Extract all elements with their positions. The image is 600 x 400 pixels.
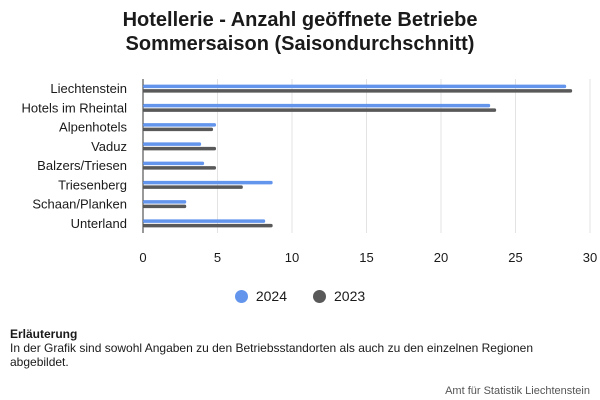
legend-label-2023: 2023: [334, 288, 366, 304]
legend-label-2024: 2024: [255, 288, 287, 304]
bar-2023-0: [143, 89, 573, 93]
note-text: In der Grafik sind sowohl Angaben zu den…: [10, 341, 534, 369]
x-tick-label: 15: [359, 250, 373, 265]
category-label: Schaan/Planken: [32, 197, 127, 212]
bar-2023-2: [143, 127, 214, 132]
category-label: Alpenhotels: [59, 120, 127, 135]
note-heading: Erläuterung: [10, 327, 78, 341]
bar-2023-4: [143, 166, 217, 170]
x-tick-label: 30: [583, 250, 597, 265]
bar-2023-1: [143, 108, 497, 112]
x-tick-label: 10: [285, 250, 299, 265]
bar-2024-0: [143, 84, 567, 89]
x-tick-label: 0: [139, 250, 146, 265]
bar-2023-6: [143, 204, 187, 209]
chart-title-line-2: Sommersaison (Saisondurchschnitt): [125, 33, 475, 55]
category-label: Unterland: [71, 216, 127, 231]
bar-2024-1: [143, 103, 491, 108]
bar-2023-3: [143, 146, 217, 151]
source-credit: Amt für Statistik Liechtenstein: [445, 385, 590, 397]
bar-2024-4: [143, 161, 205, 166]
bar-2024-2: [143, 123, 217, 127]
chart-legend: 2024 2023: [0, 288, 600, 304]
bar-2024-5: [143, 180, 273, 185]
category-label: Triesenberg: [58, 177, 127, 192]
legend-item-2023[interactable]: 2023: [313, 288, 365, 304]
legend-item-2024[interactable]: 2024: [234, 288, 287, 304]
category-label: Vaduz: [91, 139, 127, 154]
bar-2024-3: [143, 142, 202, 146]
bar-2023-5: [143, 185, 243, 189]
bar-2024-7: [143, 219, 266, 223]
bar-2023-7: [143, 223, 273, 228]
explanation-note: Erläuterung In der Grafik sind sowohl An…: [10, 327, 580, 369]
category-label: Balzers/Triesen: [37, 158, 127, 173]
chart-title: Hotellerie - Anzahl geöffnete Betriebe S…: [0, 8, 600, 56]
category-label: Liechtenstein: [50, 81, 127, 96]
x-tick-label: 20: [434, 250, 448, 265]
bar-2024-6: [143, 200, 187, 204]
x-tick-label: 5: [214, 250, 221, 265]
legend-marker-2024: [234, 289, 248, 303]
category-label: Hotels im Rheintal: [22, 100, 128, 115]
chart-title-line-1: Hotellerie - Anzahl geöffnete Betriebe: [122, 9, 478, 31]
x-tick-label: 25: [508, 250, 522, 265]
legend-marker-2023: [313, 289, 326, 303]
bar-chart: Liechtenstein Hotels im Rheintal Alpenhote…: [22, 79, 597, 265]
